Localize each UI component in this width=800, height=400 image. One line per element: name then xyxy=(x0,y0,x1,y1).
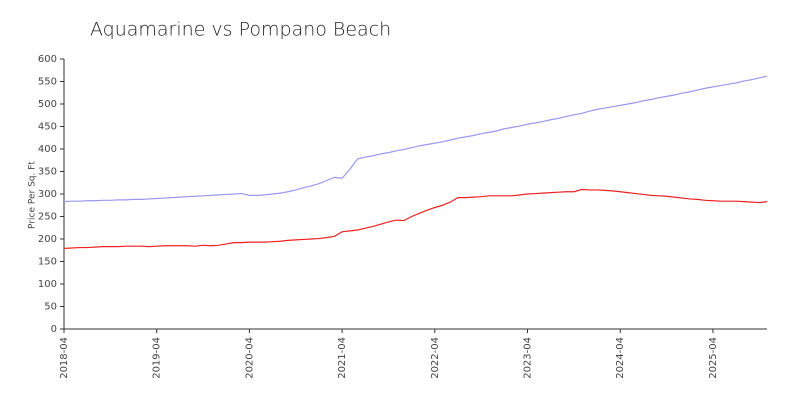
y-tick-label: 300 xyxy=(38,189,57,200)
y-tick-label: 600 xyxy=(38,54,57,65)
x-tick-label: 2023-04 xyxy=(523,337,534,379)
x-tick-label: 2020-04 xyxy=(244,337,255,379)
line-series xyxy=(63,188,768,250)
x-tick-label: 2019-04 xyxy=(152,337,163,379)
x-tick-label: 2021-04 xyxy=(337,337,348,379)
y-tick-label: 200 xyxy=(38,234,57,245)
y-tick-label: 400 xyxy=(38,144,57,155)
x-tick-label: 2024-04 xyxy=(615,337,626,379)
x-tick-label: 2018-04 xyxy=(59,337,70,379)
y-tick-label: 550 xyxy=(38,77,57,88)
x-tick-label: 2022-04 xyxy=(430,337,441,379)
y-tick-label: 500 xyxy=(38,99,57,110)
y-tick-label: 350 xyxy=(38,167,57,178)
y-axis-label: Price Per Sq. Ft xyxy=(28,161,38,229)
line-series xyxy=(63,75,768,203)
y-tick-label: 150 xyxy=(38,257,57,268)
y-tick-label: 100 xyxy=(38,279,57,290)
y-tick-label: 450 xyxy=(38,122,57,133)
x-tick-label: 2025-04 xyxy=(708,337,719,379)
y-tick-label: 0 xyxy=(51,324,57,335)
y-tick-label: 50 xyxy=(44,302,57,313)
chart-title: Aquamarine vs Pompano Beach xyxy=(90,19,391,41)
y-tick-label: 250 xyxy=(38,212,57,223)
